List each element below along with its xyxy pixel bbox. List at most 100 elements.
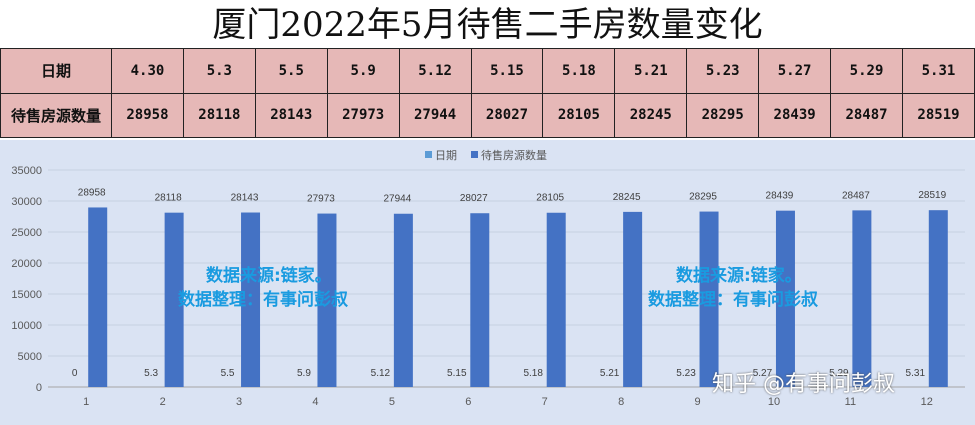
count-cell: 27973 — [326, 92, 400, 138]
count-cell: 28487 — [830, 92, 903, 138]
x-tick-label: 12 — [921, 396, 933, 408]
bar-count — [775, 210, 795, 387]
date-cell: 5.18 — [542, 48, 616, 94]
count-cell: 28027 — [470, 92, 544, 138]
data-label-date: 5.15 — [447, 368, 467, 379]
x-axis: 1 2 3 4 5 6 7 8 9 10 11 12 — [83, 396, 933, 408]
y-tick-label: 10000 — [11, 320, 42, 332]
bar-count — [852, 210, 872, 387]
date-cell: 5.23 — [686, 48, 760, 94]
data-label-date: 5.18 — [523, 368, 543, 379]
data-label-count: 28118 — [155, 193, 183, 204]
data-label-date: 5.21 — [600, 368, 620, 379]
data-label-count: 28027 — [460, 193, 488, 204]
y-tick-label: 0 — [36, 382, 42, 394]
bar-count — [470, 213, 490, 387]
x-tick-label: 9 — [694, 396, 700, 408]
data-label-date: 5.5 — [221, 368, 235, 379]
y-tick-label: 30000 — [11, 196, 42, 208]
date-cell: 5.5 — [254, 48, 328, 94]
bar-count — [623, 211, 643, 387]
data-label-count: 28143 — [231, 193, 259, 204]
data-label-date: 5.29 — [829, 368, 849, 379]
date-cell: 5.31 — [901, 48, 975, 94]
data-label-date: 5.3 — [144, 368, 158, 379]
data-label-count: 27973 — [307, 194, 335, 205]
bar-count — [164, 212, 184, 387]
x-tick-label: 11 — [845, 396, 856, 408]
date-cell: 4.30 — [111, 48, 184, 94]
date-cell: 5.15 — [470, 48, 544, 94]
date-cell: 5.29 — [830, 48, 903, 94]
bar-count — [546, 212, 566, 387]
x-tick-label: 10 — [768, 396, 780, 408]
zhihu-watermark: 知乎 @有事问彭叔 — [712, 372, 895, 397]
legend-label: 待售房源数量 — [481, 148, 547, 162]
data-label-date: 5.31 — [906, 368, 926, 379]
data-label-date: 5.12 — [371, 368, 391, 379]
bar-count — [88, 207, 108, 387]
watermark-right-line2: 数据整理：有事问彭叔 — [648, 290, 818, 310]
x-tick-label: 3 — [236, 396, 242, 408]
data-label-date: 5.9 — [297, 368, 311, 379]
count-cell: 28439 — [758, 92, 832, 138]
watermark-left: 数据来源:链家。 数据整理：有事问彭叔 — [178, 264, 348, 312]
date-cell: 5.21 — [614, 48, 688, 94]
date-cell: 5.27 — [758, 48, 832, 94]
x-tick-label: 2 — [160, 396, 166, 408]
data-label-count: 28105 — [536, 193, 564, 204]
y-tick-label: 5000 — [18, 351, 42, 363]
data-table: 日期 4.30 5.3 5.5 5.9 5.12 5.15 5.18 5.21 5.23 5.27… — [0, 48, 975, 138]
data-label-count: 28487 — [842, 190, 870, 201]
count-cell: 28143 — [254, 92, 328, 138]
chart-title: 厦门2022年5月待售二手房数量变化 — [212, 5, 763, 45]
x-tick-label: 8 — [618, 396, 624, 408]
row-header-count: 待售房源数量 — [0, 92, 112, 138]
legend-swatch — [471, 151, 478, 158]
count-cell: 27944 — [398, 92, 472, 138]
bar-count — [928, 210, 948, 387]
data-label-count: 28295 — [689, 192, 717, 203]
bar-count — [393, 213, 413, 387]
table-row-counts: 待售房源数量 28958 28118 28143 27973 27944 28027 281… — [0, 92, 975, 138]
data-label-date: 5.23 — [676, 368, 696, 379]
data-label-count: 28439 — [766, 191, 794, 202]
data-label-date: 0 — [72, 368, 78, 379]
y-tick-label: 25000 — [11, 227, 42, 239]
y-tick-label: 35000 — [11, 165, 42, 177]
x-tick-label: 4 — [312, 396, 318, 408]
x-tick-label: 6 — [465, 396, 471, 408]
count-cell: 28105 — [542, 92, 616, 138]
x-tick-label: 1 — [83, 396, 89, 408]
y-tick-label: 20000 — [11, 258, 42, 270]
data-label-count: 27944 — [383, 194, 411, 205]
count-cell: 28118 — [182, 92, 256, 138]
data-label-count: 28245 — [613, 192, 641, 203]
data-label-count: 28958 — [78, 187, 106, 198]
count-cell: 28295 — [686, 92, 760, 138]
count-cell: 28958 — [111, 92, 184, 138]
bar-count — [241, 212, 261, 387]
row-header-date: 日期 — [0, 48, 112, 94]
legend-swatch — [425, 151, 432, 158]
bars: 0 28958 5.3 28118 5.5 28143 5.9 27973 5.12 27944 5… — [72, 187, 948, 387]
bar-count — [317, 213, 337, 387]
count-cell: 28519 — [901, 92, 975, 138]
x-tick-label: 5 — [389, 396, 395, 408]
watermark-right-line1: 数据来源:链家。 — [676, 266, 802, 286]
data-label-count: 28519 — [918, 190, 946, 201]
date-cell: 5.9 — [326, 48, 400, 94]
x-tick-label: 7 — [542, 396, 548, 408]
y-tick-label: 15000 — [11, 289, 42, 301]
watermark-left-line1: 数据来源:链家。 — [206, 266, 332, 286]
count-cell: 28245 — [614, 92, 688, 138]
gridlines — [48, 169, 965, 388]
date-cell: 5.3 — [182, 48, 256, 94]
date-cell: 5.12 — [398, 48, 472, 94]
table-row-dates: 日期 4.30 5.3 5.5 5.9 5.12 5.15 5.18 5.21 5.23 5.27… — [0, 48, 975, 94]
legend: 日期 待售房源数量 — [425, 148, 547, 162]
data-label-date: 5.27 — [753, 368, 773, 379]
legend-label: 日期 — [435, 149, 457, 162]
y-axis: 0 5000 10000 15000 20000 25000 30000 35000 — [11, 165, 42, 394]
